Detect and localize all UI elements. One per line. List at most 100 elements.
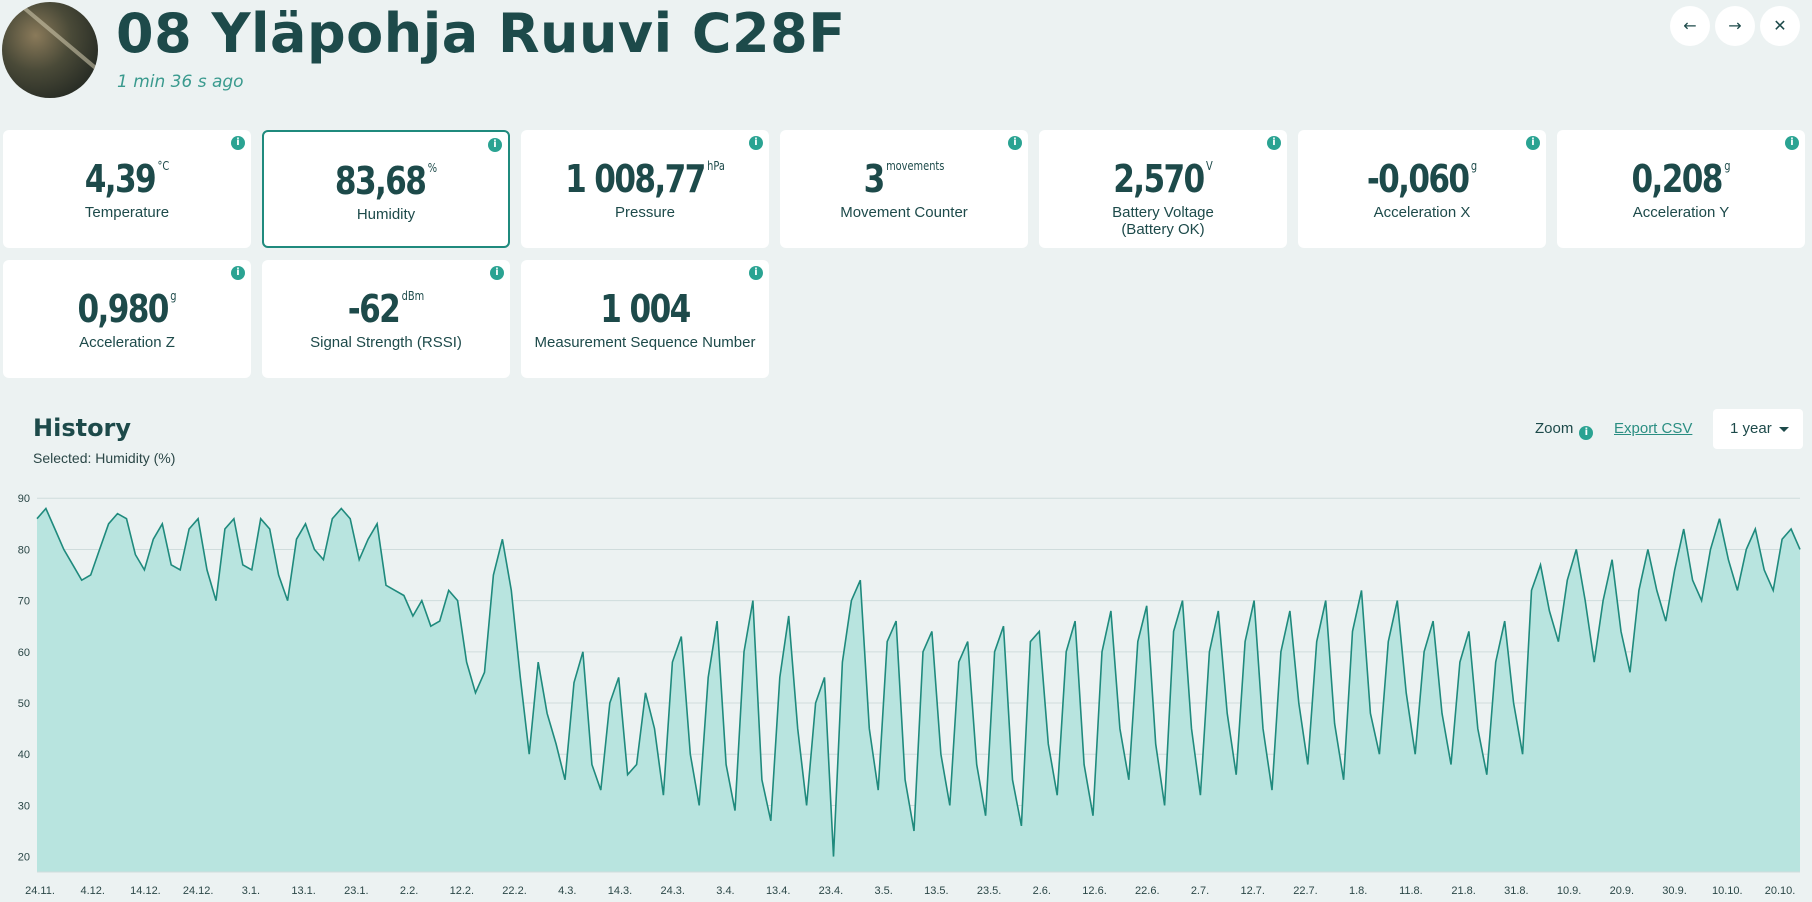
- card-unit: %: [427, 161, 438, 175]
- card-value: 0,980 g: [77, 287, 177, 331]
- series-line: [36, 507, 1801, 857]
- card-label: Acceleration Y: [1632, 204, 1730, 221]
- x-tick-label: 3.4.: [716, 885, 734, 897]
- info-icon[interactable]: i: [1267, 136, 1281, 150]
- card-value: 83,68%: [334, 159, 438, 203]
- info-icon[interactable]: i: [488, 138, 502, 152]
- card-unit: hPa: [707, 159, 725, 173]
- x-tick-label: 30.9.: [1662, 885, 1686, 897]
- x-tick-label: 2.7.: [1191, 885, 1209, 897]
- sensor-card[interactable]: i 0,208 g Acceleration Y: [1557, 130, 1805, 248]
- card-unit: g: [170, 289, 177, 303]
- sensor-card[interactable]: i 2,570 V Battery Voltage (Battery OK): [1039, 130, 1287, 248]
- card-label: Signal Strength (RSSI): [310, 334, 462, 351]
- card-unit: movements: [886, 159, 945, 173]
- card-label: Measurement Sequence Number: [534, 334, 756, 351]
- arrow-left-icon[interactable]: ←: [1670, 6, 1710, 46]
- y-tick-label: 30: [18, 800, 30, 812]
- x-tick-label: 12.6.: [1082, 885, 1106, 897]
- x-tick-label: 22.7.: [1293, 885, 1317, 897]
- x-tick-label: 20.10.: [1765, 885, 1796, 897]
- x-tick-label: 24.3.: [660, 885, 684, 897]
- y-tick-label: 70: [18, 596, 30, 608]
- card-label: Acceleration X: [1373, 204, 1471, 221]
- x-tick-label: 20.9.: [1610, 885, 1634, 897]
- x-tick-label: 2.6.: [1033, 885, 1051, 897]
- series-area: [37, 508, 1800, 872]
- y-tick-label: 80: [18, 544, 30, 556]
- last-updated: 1 min 36 s ago: [117, 72, 244, 92]
- info-icon[interactable]: i: [490, 266, 504, 280]
- x-tick-label: 22.6.: [1135, 885, 1159, 897]
- card-unit: V: [1206, 159, 1213, 173]
- info-icon[interactable]: i: [1526, 136, 1540, 150]
- x-tick-label: 22.2.: [502, 885, 526, 897]
- card-value: -62 dBm: [347, 287, 425, 331]
- card-value: 4,39 °C: [84, 157, 170, 201]
- info-icon[interactable]: i: [749, 136, 763, 150]
- x-tick-label: 4.12.: [80, 885, 104, 897]
- header: 08 Yläpohja Ruuvi C28F 1 min 36 s ago ← …: [0, 0, 1812, 110]
- card-value: 2,570 V: [1113, 157, 1213, 201]
- sensor-card[interactable]: i -0,060 g Acceleration X: [1298, 130, 1546, 248]
- range-label: 1 year: [1730, 420, 1772, 437]
- x-tick-label: 23.1.: [344, 885, 368, 897]
- x-tick-label: 10.9.: [1557, 885, 1581, 897]
- card-value: 0,208 g: [1631, 157, 1731, 201]
- y-tick-label: 20: [18, 852, 30, 864]
- zoom-label: Zoom: [1535, 420, 1574, 437]
- card-label: Battery Voltage (Battery OK): [1112, 204, 1214, 238]
- history-selected: Selected: Humidity (%): [33, 450, 176, 466]
- info-icon[interactable]: i: [1008, 136, 1022, 150]
- x-tick-label: 13.5.: [924, 885, 948, 897]
- y-tick-label: 60: [18, 647, 30, 659]
- x-tick-label: 4.3.: [558, 885, 576, 897]
- zoom-control[interactable]: Zoom i: [1535, 420, 1594, 440]
- sensor-card[interactable]: i -62 dBm Signal Strength (RSSI): [262, 260, 510, 378]
- x-tick-label: 12.7.: [1240, 885, 1264, 897]
- info-icon[interactable]: i: [231, 266, 245, 280]
- close-icon[interactable]: ✕: [1760, 6, 1800, 46]
- x-tick-label: 13.4.: [766, 885, 790, 897]
- history-title: History: [33, 414, 132, 442]
- x-tick-label: 24.12.: [183, 885, 214, 897]
- x-tick-label: 23.4.: [819, 885, 843, 897]
- y-tick-label: 40: [18, 749, 30, 761]
- info-icon[interactable]: i: [749, 266, 763, 280]
- x-tick-label: 14.3.: [608, 885, 632, 897]
- card-label: Temperature: [84, 204, 170, 221]
- range-select[interactable]: 1 year: [1713, 409, 1803, 449]
- sensor-avatar: [2, 2, 98, 98]
- x-tick-label: 14.12.: [130, 885, 161, 897]
- sensor-card[interactable]: i 3 movements Movement Counter: [780, 130, 1028, 248]
- card-label: Movement Counter: [840, 204, 968, 221]
- info-icon[interactable]: i: [1579, 426, 1594, 440]
- y-tick-label: 90: [18, 493, 30, 505]
- history-chart[interactable]: 20 30 40 50 60 70 80 90 24.11. 4.12. 14.12. 24.12. 3…: [0, 480, 1812, 902]
- x-tick-label: 24.11.: [25, 885, 55, 897]
- info-icon[interactable]: i: [1785, 136, 1799, 150]
- sensor-card[interactable]: i 83,68% Humidity: [262, 130, 510, 248]
- sensor-card[interactable]: i 1 004 Measurement Sequence Number: [521, 260, 769, 378]
- x-tick-label: 13.1.: [291, 885, 315, 897]
- x-tick-label: 10.10.: [1712, 885, 1743, 897]
- card-label: Pressure: [614, 204, 676, 221]
- x-tick-label: 21.8.: [1451, 885, 1475, 897]
- x-tick-label: 1.8.: [1349, 885, 1367, 897]
- page-title: 08 Yläpohja Ruuvi C28F: [116, 2, 846, 65]
- x-tick-label: 12.2.: [450, 885, 474, 897]
- info-icon[interactable]: i: [231, 136, 245, 150]
- card-value: 3 movements: [863, 157, 945, 201]
- x-tick-label: 31.8.: [1504, 885, 1528, 897]
- x-tick-label: 23.5.: [977, 885, 1001, 897]
- x-tick-label: 2.2.: [400, 885, 418, 897]
- card-value: -0,060 g: [1366, 157, 1478, 201]
- x-tick-label: 3.5.: [874, 885, 892, 897]
- sensor-card[interactable]: i 4,39 °C Temperature: [3, 130, 251, 248]
- card-unit: °C: [157, 159, 170, 173]
- arrow-right-icon[interactable]: →: [1715, 6, 1755, 46]
- sensor-card[interactable]: i 0,980 g Acceleration Z: [3, 260, 251, 378]
- sensor-card[interactable]: i 1 008,77 hPa Pressure: [521, 130, 769, 248]
- export-csv-link[interactable]: Export CSV: [1614, 420, 1693, 437]
- card-value: 1 004: [600, 287, 691, 331]
